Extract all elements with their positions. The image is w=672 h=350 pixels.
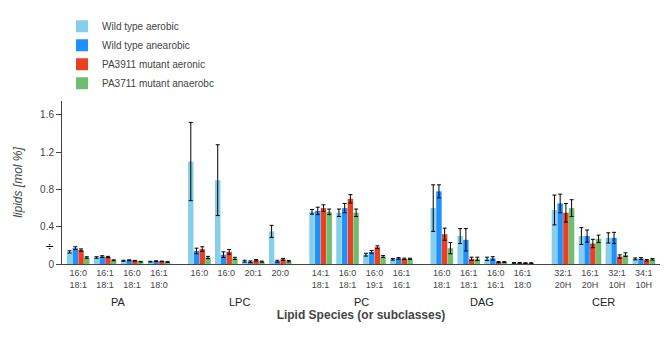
svg-text:32:120H: 32:120H — [554, 268, 572, 290]
svg-text:14:118:1: 14:118:1 — [312, 268, 330, 290]
svg-text:16:0: 16:0 — [218, 268, 236, 278]
svg-text:16:018:1: 16:018:1 — [69, 268, 87, 290]
svg-text:PA3711 mutant anaerobc: PA3711 mutant anaerobc — [102, 78, 214, 89]
svg-text:16:118:1: 16:118:1 — [96, 268, 114, 290]
svg-text:0.4: 0.4 — [40, 221, 54, 232]
svg-text:Wild type anearobic: Wild type anearobic — [102, 40, 190, 51]
svg-text:16:118:0: 16:118:0 — [514, 268, 532, 290]
svg-text:LPC: LPC — [229, 296, 250, 308]
svg-text:20:0: 20:0 — [271, 268, 289, 278]
svg-text:PA: PA — [111, 296, 126, 308]
svg-text:16:118:0: 16:118:0 — [150, 268, 168, 290]
svg-text:16:116:1: 16:116:1 — [393, 268, 411, 290]
svg-text:1.6: 1.6 — [40, 109, 54, 120]
svg-text:0: 0 — [48, 259, 54, 270]
svg-text:0.8: 0.8 — [40, 184, 54, 195]
svg-text:CER: CER — [592, 296, 615, 308]
svg-text:÷: ÷ — [45, 240, 54, 253]
svg-text:16:0: 16:0 — [191, 268, 209, 278]
svg-text:1.2: 1.2 — [40, 147, 54, 158]
svg-text:16:118:1: 16:118:1 — [460, 268, 478, 290]
svg-text:34:110H: 34:110H — [635, 268, 653, 290]
svg-text:PC: PC — [354, 296, 369, 308]
svg-text:lipids [mol %]: lipids [mol %] — [11, 146, 25, 217]
svg-text:16:019:1: 16:019:1 — [366, 268, 384, 290]
svg-text:DAG: DAG — [470, 296, 494, 308]
svg-text:16:120H: 16:120H — [581, 268, 599, 290]
svg-text:16:018:1: 16:018:1 — [433, 268, 451, 290]
svg-text:32:110H: 32:110H — [608, 268, 626, 290]
svg-text:Lipid Species (or subclasses): Lipid Species (or subclasses) — [277, 308, 446, 322]
svg-text:16:016:1: 16:016:1 — [487, 268, 505, 290]
svg-text:16:018:1: 16:018:1 — [123, 268, 141, 290]
svg-text:20:1: 20:1 — [244, 268, 262, 278]
svg-text:PA3911 mutant aeronic: PA3911 mutant aeronic — [102, 59, 205, 70]
svg-text:Wild type aerobic: Wild type aerobic — [102, 21, 179, 32]
svg-text:16:018:1: 16:018:1 — [339, 268, 357, 290]
